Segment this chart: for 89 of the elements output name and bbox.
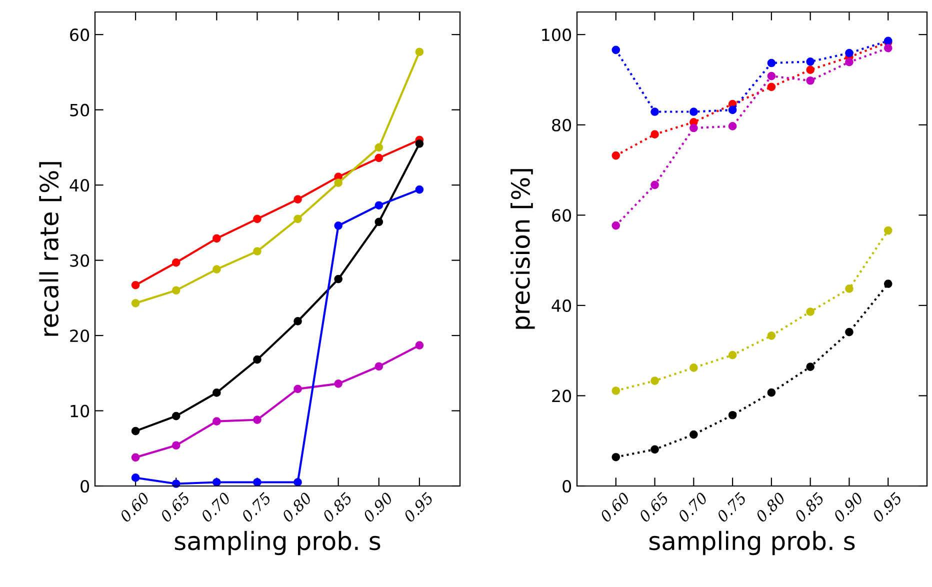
point xyxy=(415,185,424,194)
point xyxy=(334,178,342,187)
point xyxy=(806,76,814,85)
point xyxy=(294,195,302,204)
point xyxy=(612,221,620,230)
point xyxy=(334,274,342,284)
point xyxy=(806,66,814,74)
point xyxy=(845,328,854,336)
point xyxy=(650,445,659,454)
point xyxy=(767,388,776,397)
point xyxy=(294,214,302,224)
point xyxy=(884,44,892,52)
point xyxy=(845,284,854,293)
point xyxy=(806,57,814,66)
point xyxy=(131,426,140,436)
y-tick-label: 0 xyxy=(80,480,90,493)
point xyxy=(415,140,424,148)
point xyxy=(728,350,737,360)
y-tick-label: 60 xyxy=(552,209,572,222)
point xyxy=(212,388,221,397)
y-axis-title: precision [%] xyxy=(510,169,535,329)
point xyxy=(612,151,620,160)
y-tick-label: 40 xyxy=(70,179,90,192)
point xyxy=(415,48,424,56)
point xyxy=(884,280,892,288)
point xyxy=(172,286,180,295)
y-tick-label: 20 xyxy=(70,329,90,342)
point xyxy=(650,130,659,139)
y-tick-label: 80 xyxy=(552,118,572,132)
y-axis-title: recall rate [%] xyxy=(39,162,62,336)
point xyxy=(767,72,776,80)
point xyxy=(374,201,384,210)
point xyxy=(253,355,262,364)
point xyxy=(172,441,180,450)
point xyxy=(728,122,737,130)
point xyxy=(728,410,737,420)
point xyxy=(294,478,302,486)
point xyxy=(806,362,814,371)
point xyxy=(374,362,384,371)
point xyxy=(253,416,262,424)
point xyxy=(294,384,302,394)
point xyxy=(845,48,854,58)
point xyxy=(131,453,140,462)
point xyxy=(131,280,140,290)
point xyxy=(212,265,221,274)
point xyxy=(253,478,262,486)
point xyxy=(806,308,814,316)
point xyxy=(767,332,776,340)
point xyxy=(650,376,659,385)
point xyxy=(334,380,342,388)
point xyxy=(294,317,302,326)
y-tick-label: 0 xyxy=(562,480,572,493)
point xyxy=(374,143,384,152)
point xyxy=(612,452,620,462)
point xyxy=(690,364,698,372)
point xyxy=(845,58,854,66)
x-axis-title: sampling prob. s xyxy=(174,530,380,556)
point xyxy=(690,108,698,116)
point xyxy=(374,154,384,162)
point xyxy=(131,299,140,308)
point xyxy=(884,226,892,235)
point xyxy=(767,58,776,68)
point xyxy=(172,412,180,420)
point xyxy=(212,478,221,486)
point xyxy=(690,124,698,132)
y-tick-label: 10 xyxy=(70,404,90,418)
point xyxy=(650,180,659,190)
x-axis-title: sampling prob. s xyxy=(649,530,855,556)
point xyxy=(212,417,221,426)
point xyxy=(728,106,737,114)
point xyxy=(415,341,424,350)
point xyxy=(767,82,776,92)
point xyxy=(690,430,698,439)
point xyxy=(374,218,384,226)
y-tick-label: 50 xyxy=(70,104,90,116)
y-tick-label: 20 xyxy=(552,390,572,402)
y-tick-label: 30 xyxy=(70,254,90,267)
point xyxy=(172,258,180,267)
point xyxy=(253,214,262,224)
y-tick-label: 100 xyxy=(542,28,572,42)
point xyxy=(212,234,221,243)
point xyxy=(253,247,262,256)
point xyxy=(334,222,342,230)
point xyxy=(131,474,140,482)
point xyxy=(650,108,659,116)
point xyxy=(612,46,620,54)
y-tick-label: 60 xyxy=(70,28,90,42)
point xyxy=(612,386,620,395)
y-tick-label: 40 xyxy=(552,299,572,312)
